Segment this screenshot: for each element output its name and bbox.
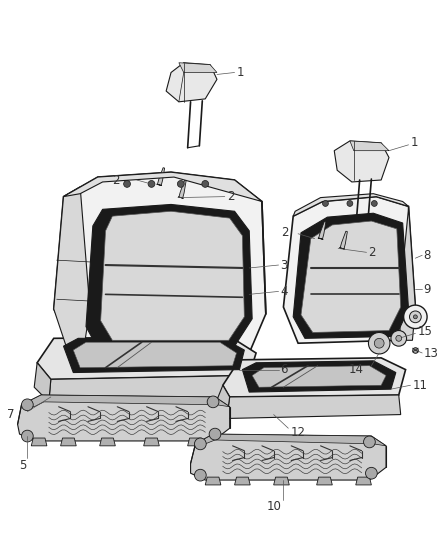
Polygon shape bbox=[205, 477, 221, 485]
Circle shape bbox=[124, 181, 131, 187]
Polygon shape bbox=[187, 438, 203, 446]
Polygon shape bbox=[235, 477, 250, 485]
Polygon shape bbox=[339, 248, 345, 249]
Polygon shape bbox=[157, 184, 162, 185]
Circle shape bbox=[410, 311, 421, 322]
Polygon shape bbox=[64, 172, 262, 201]
Polygon shape bbox=[293, 213, 409, 338]
Polygon shape bbox=[86, 205, 252, 348]
Circle shape bbox=[207, 396, 219, 408]
Polygon shape bbox=[179, 63, 217, 72]
Polygon shape bbox=[54, 172, 266, 356]
Polygon shape bbox=[166, 63, 217, 102]
Polygon shape bbox=[60, 438, 76, 446]
Polygon shape bbox=[399, 206, 415, 340]
Polygon shape bbox=[293, 193, 409, 216]
Circle shape bbox=[391, 330, 406, 346]
Polygon shape bbox=[340, 231, 347, 249]
Polygon shape bbox=[144, 438, 159, 446]
Text: 2: 2 bbox=[281, 227, 288, 239]
Circle shape bbox=[366, 467, 377, 479]
Circle shape bbox=[194, 469, 206, 481]
Circle shape bbox=[209, 428, 221, 440]
Polygon shape bbox=[350, 141, 389, 151]
Polygon shape bbox=[54, 187, 90, 353]
Circle shape bbox=[371, 200, 377, 206]
Polygon shape bbox=[252, 366, 386, 387]
Circle shape bbox=[322, 200, 328, 206]
Polygon shape bbox=[18, 395, 230, 441]
Circle shape bbox=[374, 338, 384, 348]
Polygon shape bbox=[31, 438, 47, 446]
Text: 15: 15 bbox=[417, 325, 432, 338]
Polygon shape bbox=[301, 221, 401, 333]
Text: 14: 14 bbox=[349, 363, 364, 376]
Polygon shape bbox=[318, 238, 323, 239]
Circle shape bbox=[202, 181, 208, 187]
Polygon shape bbox=[34, 363, 51, 402]
Circle shape bbox=[396, 335, 402, 341]
Text: 8: 8 bbox=[423, 249, 431, 262]
Text: 11: 11 bbox=[413, 379, 427, 392]
Polygon shape bbox=[101, 211, 244, 340]
Polygon shape bbox=[37, 336, 256, 379]
Text: 1: 1 bbox=[410, 136, 418, 149]
Text: 1: 1 bbox=[237, 66, 244, 79]
Polygon shape bbox=[157, 168, 165, 185]
Polygon shape bbox=[242, 361, 396, 392]
Polygon shape bbox=[191, 434, 386, 480]
Polygon shape bbox=[49, 375, 252, 402]
Text: 13: 13 bbox=[423, 348, 438, 360]
Polygon shape bbox=[73, 342, 237, 368]
Polygon shape bbox=[334, 141, 389, 182]
Polygon shape bbox=[215, 385, 230, 418]
Circle shape bbox=[364, 436, 375, 448]
Text: 2: 2 bbox=[112, 174, 119, 187]
Circle shape bbox=[21, 430, 33, 442]
Text: 2: 2 bbox=[368, 246, 376, 259]
Polygon shape bbox=[21, 395, 230, 407]
Polygon shape bbox=[223, 358, 406, 397]
Polygon shape bbox=[274, 477, 289, 485]
Text: 9: 9 bbox=[423, 283, 431, 296]
Polygon shape bbox=[179, 180, 186, 198]
Circle shape bbox=[21, 399, 33, 410]
Text: 5: 5 bbox=[20, 459, 27, 472]
Circle shape bbox=[368, 333, 390, 354]
Polygon shape bbox=[195, 434, 386, 446]
Circle shape bbox=[347, 200, 353, 206]
Polygon shape bbox=[356, 477, 371, 485]
Text: 6: 6 bbox=[280, 363, 288, 376]
Circle shape bbox=[148, 181, 155, 187]
Polygon shape bbox=[178, 197, 184, 198]
Text: 10: 10 bbox=[266, 500, 281, 513]
Text: 2: 2 bbox=[227, 190, 234, 203]
Text: 4: 4 bbox=[280, 285, 288, 298]
Polygon shape bbox=[100, 438, 115, 446]
Polygon shape bbox=[317, 477, 332, 485]
Polygon shape bbox=[64, 338, 244, 373]
Text: 3: 3 bbox=[280, 259, 288, 271]
Polygon shape bbox=[319, 221, 326, 239]
Circle shape bbox=[177, 181, 184, 187]
Polygon shape bbox=[227, 395, 401, 418]
Circle shape bbox=[404, 305, 427, 328]
Circle shape bbox=[194, 438, 206, 450]
Circle shape bbox=[413, 315, 417, 319]
Text: 12: 12 bbox=[290, 426, 305, 439]
Polygon shape bbox=[283, 197, 415, 343]
Text: 7: 7 bbox=[7, 408, 14, 421]
